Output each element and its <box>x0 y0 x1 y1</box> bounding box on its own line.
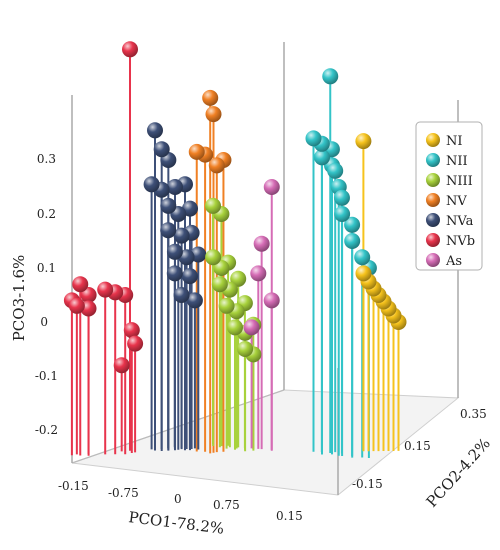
point-nvb <box>122 41 138 58</box>
z-axis-title: PCO3-1.6% <box>10 255 28 342</box>
point-nii <box>322 68 339 85</box>
point-niii <box>205 197 221 214</box>
z-tick-label: 0.2 <box>37 207 56 221</box>
points-layer <box>63 41 407 374</box>
legend-label-nvb: NVb <box>446 234 475 249</box>
legend-marker-nva <box>426 213 440 227</box>
point-nii <box>354 249 371 266</box>
point-nv <box>188 143 205 160</box>
legend-marker-nv <box>426 193 440 207</box>
point-nva <box>153 141 170 158</box>
y-tick-label: 0.35 <box>460 407 487 421</box>
point-nii <box>327 162 344 179</box>
z-tick-label: 0 <box>40 315 48 329</box>
point-ni <box>355 265 372 282</box>
legend-marker-nii <box>426 153 440 167</box>
z-axis-ticks: 0.3 0.2 0.1 0 -0.1 -0.2 <box>35 152 58 437</box>
x-tick-label: -0.75 <box>108 486 139 500</box>
point-niii <box>205 249 222 266</box>
point-nvb <box>97 281 114 298</box>
point-nvb <box>68 297 85 314</box>
z-tick-label: -0.2 <box>35 423 58 437</box>
point-nva <box>167 179 183 195</box>
point-nva <box>181 268 198 285</box>
point-nva <box>143 176 160 193</box>
legend-label-nva: NVa <box>446 214 474 229</box>
point-nva <box>173 227 190 244</box>
x-axis-title: PCO1-78.2% <box>128 508 226 538</box>
legend-marker-ni <box>426 133 440 147</box>
point-niii <box>230 270 247 287</box>
x-tick-label: 0.15 <box>276 509 303 523</box>
legend-label-as: As <box>445 254 462 269</box>
point-nvb <box>80 287 97 303</box>
legend-label-nii: NII <box>446 154 468 169</box>
legend: NI NII NIII NV NVa NVb As <box>415 121 483 271</box>
point-nvb <box>113 357 130 374</box>
x-tick-label: 0.75 <box>213 498 240 512</box>
legend-label-nv: NV <box>446 194 467 209</box>
point-as <box>263 292 280 309</box>
x-tick-label: 0 <box>174 492 182 506</box>
point-nii <box>344 216 361 233</box>
x-axis-ticks: -0.15 -0.75 0 0.75 0.15 <box>58 479 303 523</box>
point-nvb <box>127 335 144 352</box>
y-tick-label: 0.15 <box>404 439 431 453</box>
legend-marker-niii <box>426 173 440 187</box>
legend-label-ni: NI <box>446 134 463 149</box>
point-as <box>250 265 267 282</box>
point-nva <box>160 197 177 214</box>
legend-marker-as <box>426 253 440 267</box>
z-tick-label: 0.1 <box>37 261 56 275</box>
point-as <box>253 235 270 252</box>
legend-label-niii: NIII <box>446 174 473 189</box>
y-axis-title: PCO2-4.2% <box>423 434 494 510</box>
point-nii <box>334 206 351 222</box>
point-nva <box>186 292 203 309</box>
point-nvb <box>72 276 89 293</box>
point-nii <box>344 233 361 249</box>
point-nva <box>173 287 190 303</box>
point-nii <box>305 130 322 147</box>
point-niii <box>211 276 228 293</box>
z-tick-label: -0.1 <box>35 369 58 383</box>
z-tick-label: 0.3 <box>37 152 56 166</box>
legend-marker-nvb <box>426 233 440 247</box>
point-nv <box>205 106 222 123</box>
point-nv <box>202 89 219 106</box>
point-nva <box>166 243 183 260</box>
point-niii <box>237 341 254 357</box>
point-nv <box>208 157 225 174</box>
point-nva <box>160 222 177 239</box>
point-nii <box>333 189 350 206</box>
y-tick-label: -0.15 <box>352 477 383 491</box>
x-tick-label: -0.15 <box>58 479 89 493</box>
point-ni <box>355 133 372 150</box>
point-niii <box>227 319 243 336</box>
point-as <box>263 179 280 195</box>
point-as <box>243 319 260 336</box>
y-axis-ticks: 0.35 0.15 -0.15 <box>352 407 487 491</box>
point-niii <box>218 297 235 314</box>
point-nva <box>147 122 163 139</box>
point-niii <box>213 260 230 276</box>
point-nva <box>166 265 183 282</box>
point-nvb <box>123 322 140 339</box>
point-nii <box>314 149 330 166</box>
